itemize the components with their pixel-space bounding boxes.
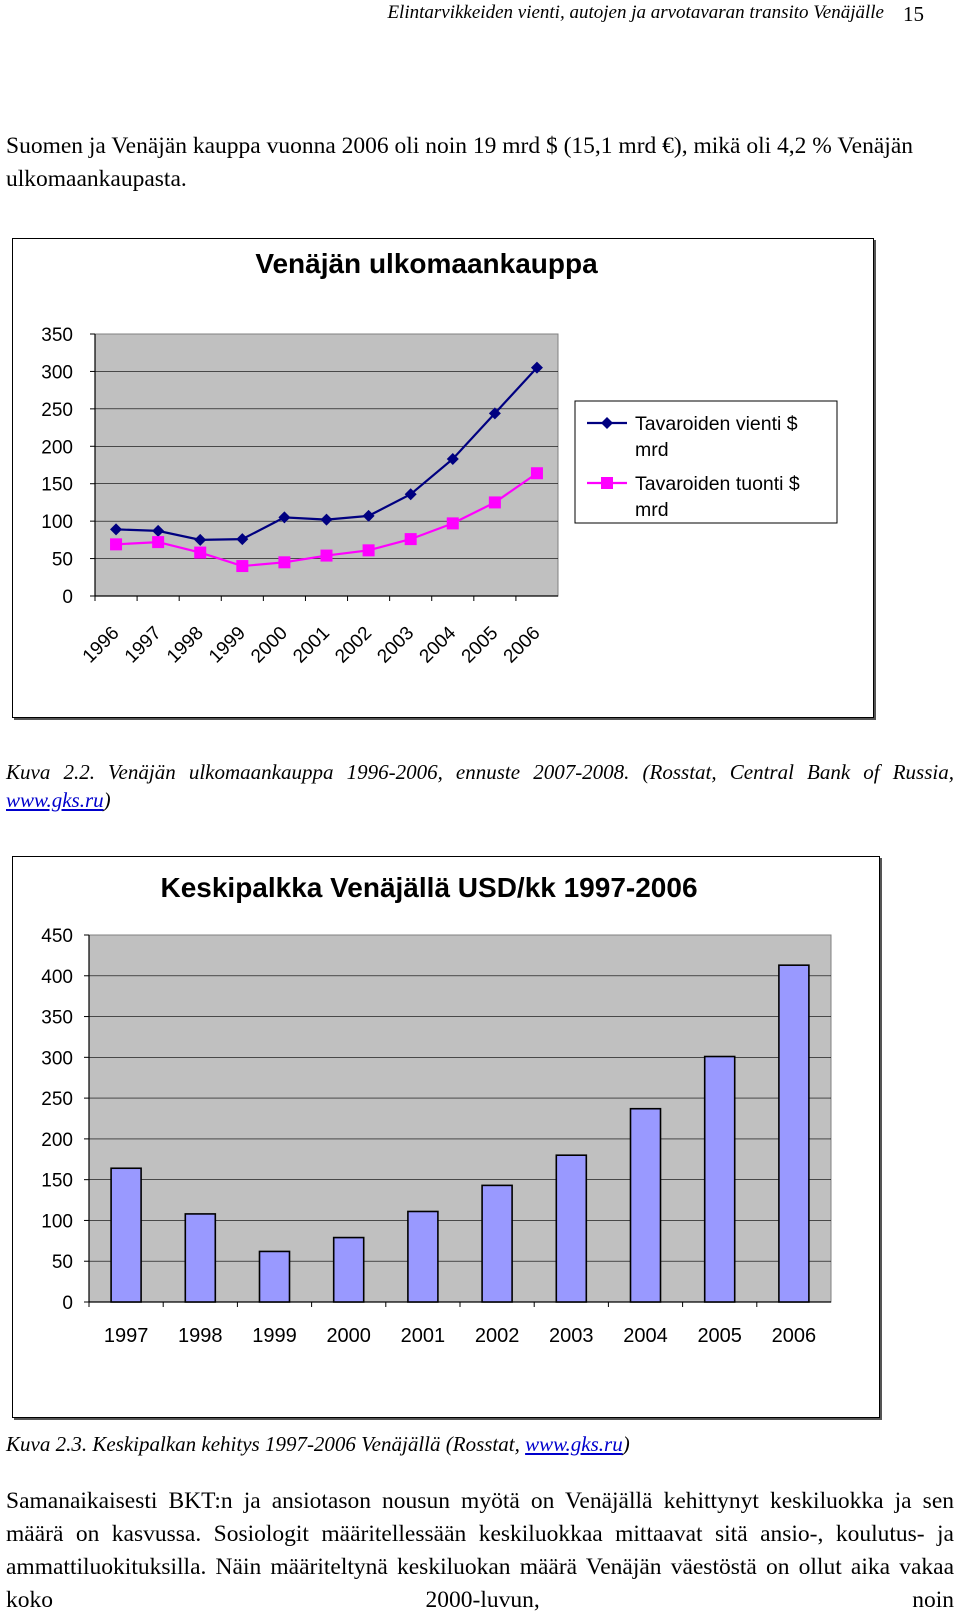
y-tick-label: 0 bbox=[62, 587, 73, 608]
data-point bbox=[530, 361, 543, 374]
x-tick-label: 2001 bbox=[401, 1325, 446, 1347]
data-point bbox=[446, 517, 459, 530]
bar-2006 bbox=[778, 964, 810, 1303]
bar-2001 bbox=[407, 1210, 439, 1303]
data-point bbox=[488, 407, 501, 420]
closing-paragraph: Samanaikaisesti BKT:n ja ansiotason nous… bbox=[6, 1488, 954, 1613]
data-point bbox=[110, 538, 123, 551]
caption-end: ) bbox=[622, 1432, 630, 1456]
source-link[interactable]: www.gks.ru bbox=[525, 1432, 623, 1456]
data-point bbox=[404, 533, 417, 546]
line-chart-svg: Venäjän ulkomaankauppa 0 50 100 150 200 250 300… bbox=[41, 248, 838, 668]
x-tick-label: 2002 bbox=[331, 623, 376, 668]
data-point bbox=[110, 523, 123, 536]
legend-label: Tavaroiden tuonti $ mrd bbox=[635, 473, 800, 521]
data-point bbox=[236, 533, 249, 546]
bar-1998 bbox=[184, 1213, 217, 1303]
bar-chart-svg: Keskipalkka Venäjällä USD/kk 1997-2006 0 5… bbox=[41, 872, 832, 1347]
source-link[interactable]: www.gks.ru bbox=[6, 788, 104, 812]
data-point bbox=[404, 488, 417, 501]
x-tick-label: 1998 bbox=[163, 623, 208, 668]
y-tick-label: 100 bbox=[41, 512, 73, 533]
bar-2004 bbox=[629, 1107, 662, 1303]
y-tick-label: 450 bbox=[41, 926, 73, 947]
y-tick-label: 200 bbox=[41, 437, 73, 458]
y-tick-label: 350 bbox=[41, 1008, 73, 1029]
y-tick-label: 50 bbox=[52, 550, 73, 571]
legend-label-line: mrd bbox=[635, 439, 669, 461]
bar-2003 bbox=[555, 1154, 588, 1303]
x-tick-label: 2006 bbox=[772, 1325, 817, 1347]
legend-label-line: mrd bbox=[635, 499, 669, 521]
y-tick-label: 250 bbox=[41, 400, 73, 421]
data-point bbox=[236, 560, 249, 573]
page-header: Elintarvikkeiden vienti, autojen ja arvo… bbox=[0, 0, 960, 34]
bar-1997 bbox=[110, 1167, 142, 1303]
x-tick-label: 1999 bbox=[205, 623, 250, 668]
figure-caption-2-3: Kuva 2.3. Keskipalkan kehitys 1997-2006 … bbox=[6, 1430, 954, 1458]
y-tick-label: 50 bbox=[52, 1252, 73, 1273]
data-point bbox=[362, 544, 375, 557]
chart-foreign-trade: Venäjän ulkomaankauppa 0 50 100 150 200 250 300… bbox=[12, 238, 874, 718]
legend-label: Tavaroiden vienti $ mrd bbox=[635, 413, 798, 461]
data-point bbox=[152, 524, 165, 537]
data-point bbox=[488, 496, 501, 509]
data-point bbox=[320, 513, 333, 526]
y-tick-label: 200 bbox=[41, 1130, 73, 1151]
y-tick-label: 150 bbox=[41, 475, 73, 496]
legend-label-line: Tavaroiden vienti $ bbox=[635, 413, 798, 435]
bar-2005 bbox=[703, 1055, 736, 1303]
caption-text: Kuva 2.2. Venäjän ulkomaankauppa 1996-20… bbox=[6, 760, 954, 784]
y-tick-label: 300 bbox=[41, 1048, 73, 1069]
data-point bbox=[320, 549, 333, 562]
caption-end: ) bbox=[103, 788, 111, 812]
x-tick-label: 2004 bbox=[416, 622, 461, 667]
x-tick-label: 2002 bbox=[475, 1325, 520, 1347]
x-tick-label: 2001 bbox=[289, 623, 334, 668]
x-tick-label: 1997 bbox=[121, 623, 166, 668]
x-tick-label: 2000 bbox=[326, 1325, 371, 1347]
bar-2002 bbox=[481, 1184, 513, 1303]
caption-text: Kuva 2.3. Keskipalkan kehitys 1997-2006 … bbox=[6, 1432, 526, 1456]
data-point bbox=[194, 533, 207, 546]
x-tick-label: 2004 bbox=[623, 1325, 668, 1347]
bar-2000 bbox=[332, 1236, 365, 1303]
running-title: Elintarvikkeiden vienti, autojen ja arvo… bbox=[387, 2, 884, 23]
data-point bbox=[278, 511, 291, 524]
legend-box bbox=[574, 400, 838, 524]
y-tick-label: 300 bbox=[41, 362, 73, 383]
data-point bbox=[194, 546, 207, 559]
page-number: 15 bbox=[903, 2, 924, 26]
x-tick-label: 2000 bbox=[247, 623, 292, 668]
x-tick-label: 2005 bbox=[697, 1325, 742, 1347]
y-tick-label: 100 bbox=[41, 1211, 73, 1232]
x-tick-label: 2005 bbox=[458, 623, 503, 668]
chart-title: Venäjän ulkomaankauppa bbox=[255, 248, 598, 279]
x-tick-label: 1997 bbox=[104, 1325, 149, 1347]
figure-caption-2-2: Kuva 2.2. Venäjän ulkomaankauppa 1996-20… bbox=[6, 758, 954, 814]
y-tick-label: 150 bbox=[41, 1171, 73, 1192]
intro-paragraph: Suomen ja Venäjän kauppa vuonna 2006 oli… bbox=[6, 133, 913, 192]
legend-marker bbox=[601, 477, 613, 489]
chart-title: Keskipalkka Venäjällä USD/kk 1997-2006 bbox=[160, 872, 697, 903]
x-tick-label: 2003 bbox=[549, 1325, 594, 1347]
data-point bbox=[152, 536, 165, 549]
x-tick-label: 1999 bbox=[252, 1325, 297, 1347]
x-tick-label: 1998 bbox=[178, 1325, 223, 1347]
bar-1999 bbox=[258, 1250, 291, 1303]
y-tick-label: 350 bbox=[41, 325, 73, 346]
data-point bbox=[530, 467, 543, 480]
y-tick-label: 400 bbox=[41, 967, 73, 988]
legend-marker bbox=[601, 417, 613, 429]
data-point bbox=[278, 556, 291, 569]
y-tick-label: 0 bbox=[62, 1293, 73, 1314]
chart-average-salary: Keskipalkka Venäjällä USD/kk 1997-2006 0 5… bbox=[12, 856, 880, 1418]
x-tick-label: 1996 bbox=[79, 623, 124, 668]
x-tick-label: 2006 bbox=[500, 623, 545, 668]
legend-label-line: Tavaroiden tuonti $ bbox=[635, 473, 800, 495]
x-tick-label: 2003 bbox=[373, 623, 418, 668]
y-tick-label: 250 bbox=[41, 1089, 73, 1110]
data-point bbox=[446, 453, 459, 466]
